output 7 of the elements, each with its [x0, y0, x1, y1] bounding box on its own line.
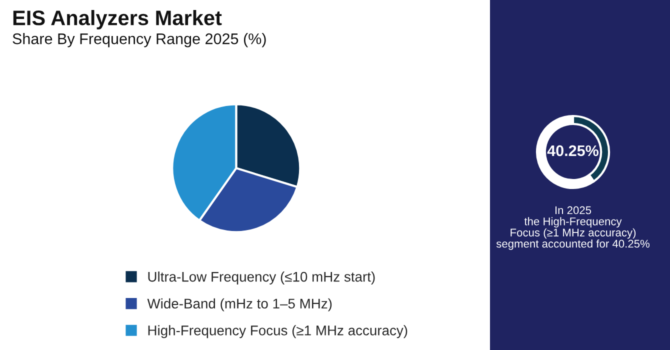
legend-label: High-Frequency Focus (≥1 MHz accuracy) — [148, 325, 408, 338]
legend-label: Ultra-Low Frequency (≤10 mHz start) — [148, 272, 375, 284]
text: In 2025 the High-Frequency Focus (≥1 MHz accuracy) segment accounted for 40.25% — [496, 206, 650, 250]
legend-label: Wide-Band (mHz to 1–5 MHz) — [147, 298, 332, 312]
chart-title: EIS Analyzers Market — [13, 10, 222, 30]
chart-subtitle: Share By Frequency Range 2025 (%) — [12, 33, 266, 48]
text: 40.25% — [547, 145, 599, 156]
